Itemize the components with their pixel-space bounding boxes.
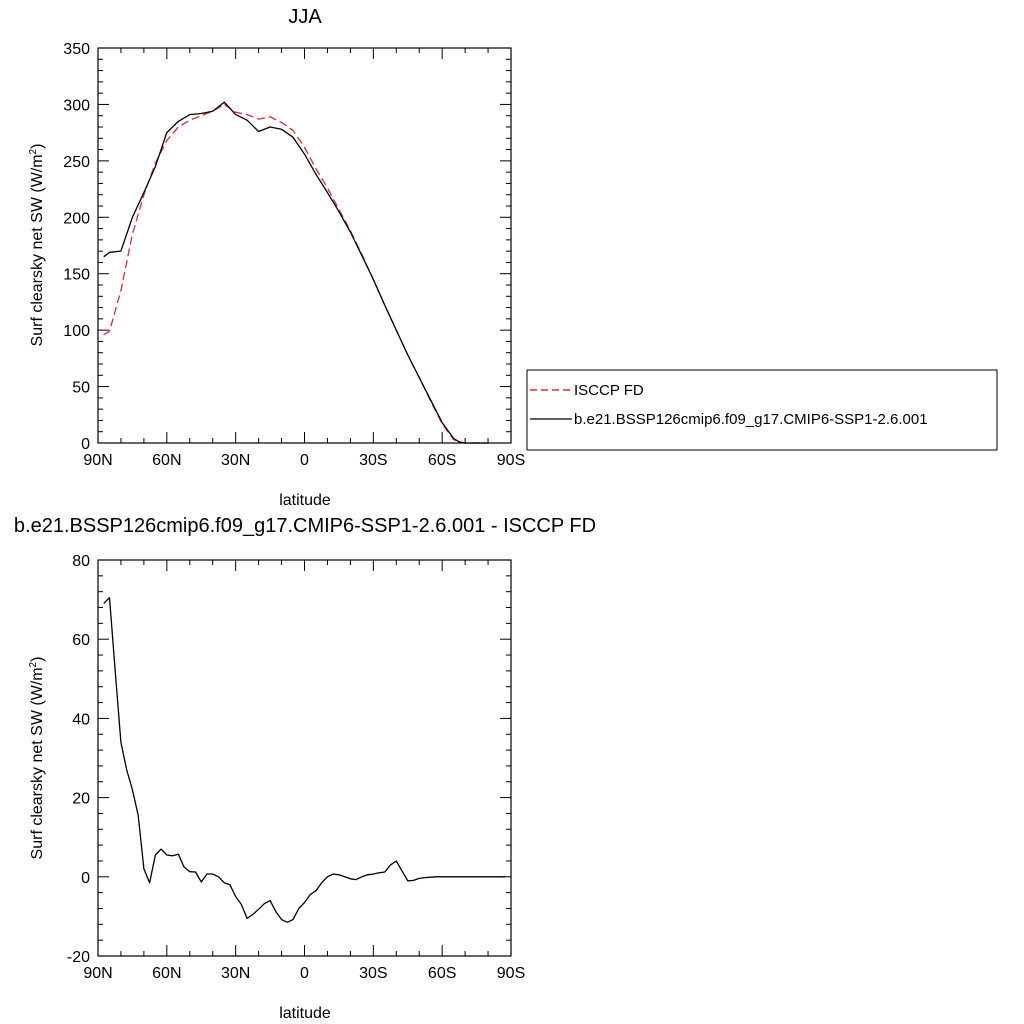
- x-tick-label: 60N: [152, 452, 181, 469]
- series-line-1: [103, 101, 489, 444]
- bottom-panel: b.e21.BSSP126cmip6.f09_g17.CMIP6-SSP1-2.…: [14, 515, 596, 1022]
- y-tick-label: 150: [63, 267, 90, 284]
- y-tick-label: 0: [81, 870, 90, 887]
- y-tick-label: 100: [63, 323, 90, 340]
- x-tick-label: 90N: [83, 452, 112, 469]
- legend-box: [526, 369, 998, 451]
- y-tick-label: 40: [72, 711, 90, 728]
- x-tick-label: 0: [300, 965, 309, 982]
- y-tick-label: 250: [63, 154, 90, 171]
- bottom-plot-frame: [97, 559, 512, 957]
- legend-label-isccp: ISCCP FD: [574, 382, 644, 399]
- top-axes: 90N 60N 30N 0 30S 60S 90S 0 50 100 150 200 250 300 350: [63, 41, 525, 469]
- top-x-axis-label: latitude: [279, 492, 331, 509]
- y-tick-label: 350: [63, 41, 90, 58]
- x-tick-label: 90S: [497, 452, 525, 469]
- x-tick-label: 30N: [221, 965, 250, 982]
- y-tick-label: 50: [72, 380, 90, 397]
- series-line-0: [103, 103, 489, 444]
- x-tick-label: 30S: [359, 452, 387, 469]
- y-tick-label: 20: [72, 791, 90, 808]
- bottom-series-group: [103, 596, 506, 923]
- y-tick-label: 80: [72, 553, 90, 570]
- x-tick-label: 60S: [428, 452, 456, 469]
- top-panel-title: JJA: [288, 6, 322, 28]
- legend: ISCCP FD b.e21.BSSP126cmip6.f09_g17.CMIP…: [526, 369, 998, 451]
- y-tick-label: 0: [81, 436, 90, 453]
- top-panel: JJA 90N 60N 30N 0 30S 60S 90S 0 50 100 150 200 250 30…: [28, 6, 525, 509]
- bottom-x-axis-label: latitude: [279, 1005, 331, 1022]
- bottom-panel-title: b.e21.BSSP126cmip6.f09_g17.CMIP6-SSP1-2.…: [14, 515, 596, 537]
- bottom-axes: 90N 60N 30N 0 30S 60S 90S -20 0 20 40 60 80: [67, 553, 525, 982]
- top-y-axis-label: Surf clearsky net SW (W/m2): [28, 144, 46, 347]
- x-tick-label: 90S: [497, 965, 525, 982]
- y-tick-label: 60: [72, 632, 90, 649]
- y-tick-label: 200: [63, 210, 90, 227]
- legend-label-model: b.e21.BSSP126cmip6.f09_g17.CMIP6-SSP1-2.…: [574, 411, 928, 428]
- x-tick-label: 90N: [83, 965, 112, 982]
- y-tick-label: -20: [67, 949, 90, 966]
- top-series-group: [103, 101, 489, 444]
- x-tick-label: 0: [300, 452, 309, 469]
- series-line-0: [103, 596, 506, 923]
- x-tick-label: 60N: [152, 965, 181, 982]
- x-tick-label: 30S: [359, 965, 387, 982]
- x-tick-label: 60S: [428, 965, 456, 982]
- y-tick-label: 300: [63, 97, 90, 114]
- top-plot-frame: [97, 47, 512, 444]
- x-tick-label: 30N: [221, 452, 250, 469]
- bottom-y-axis-label: Surf clearsky net SW (W/m2): [28, 657, 46, 860]
